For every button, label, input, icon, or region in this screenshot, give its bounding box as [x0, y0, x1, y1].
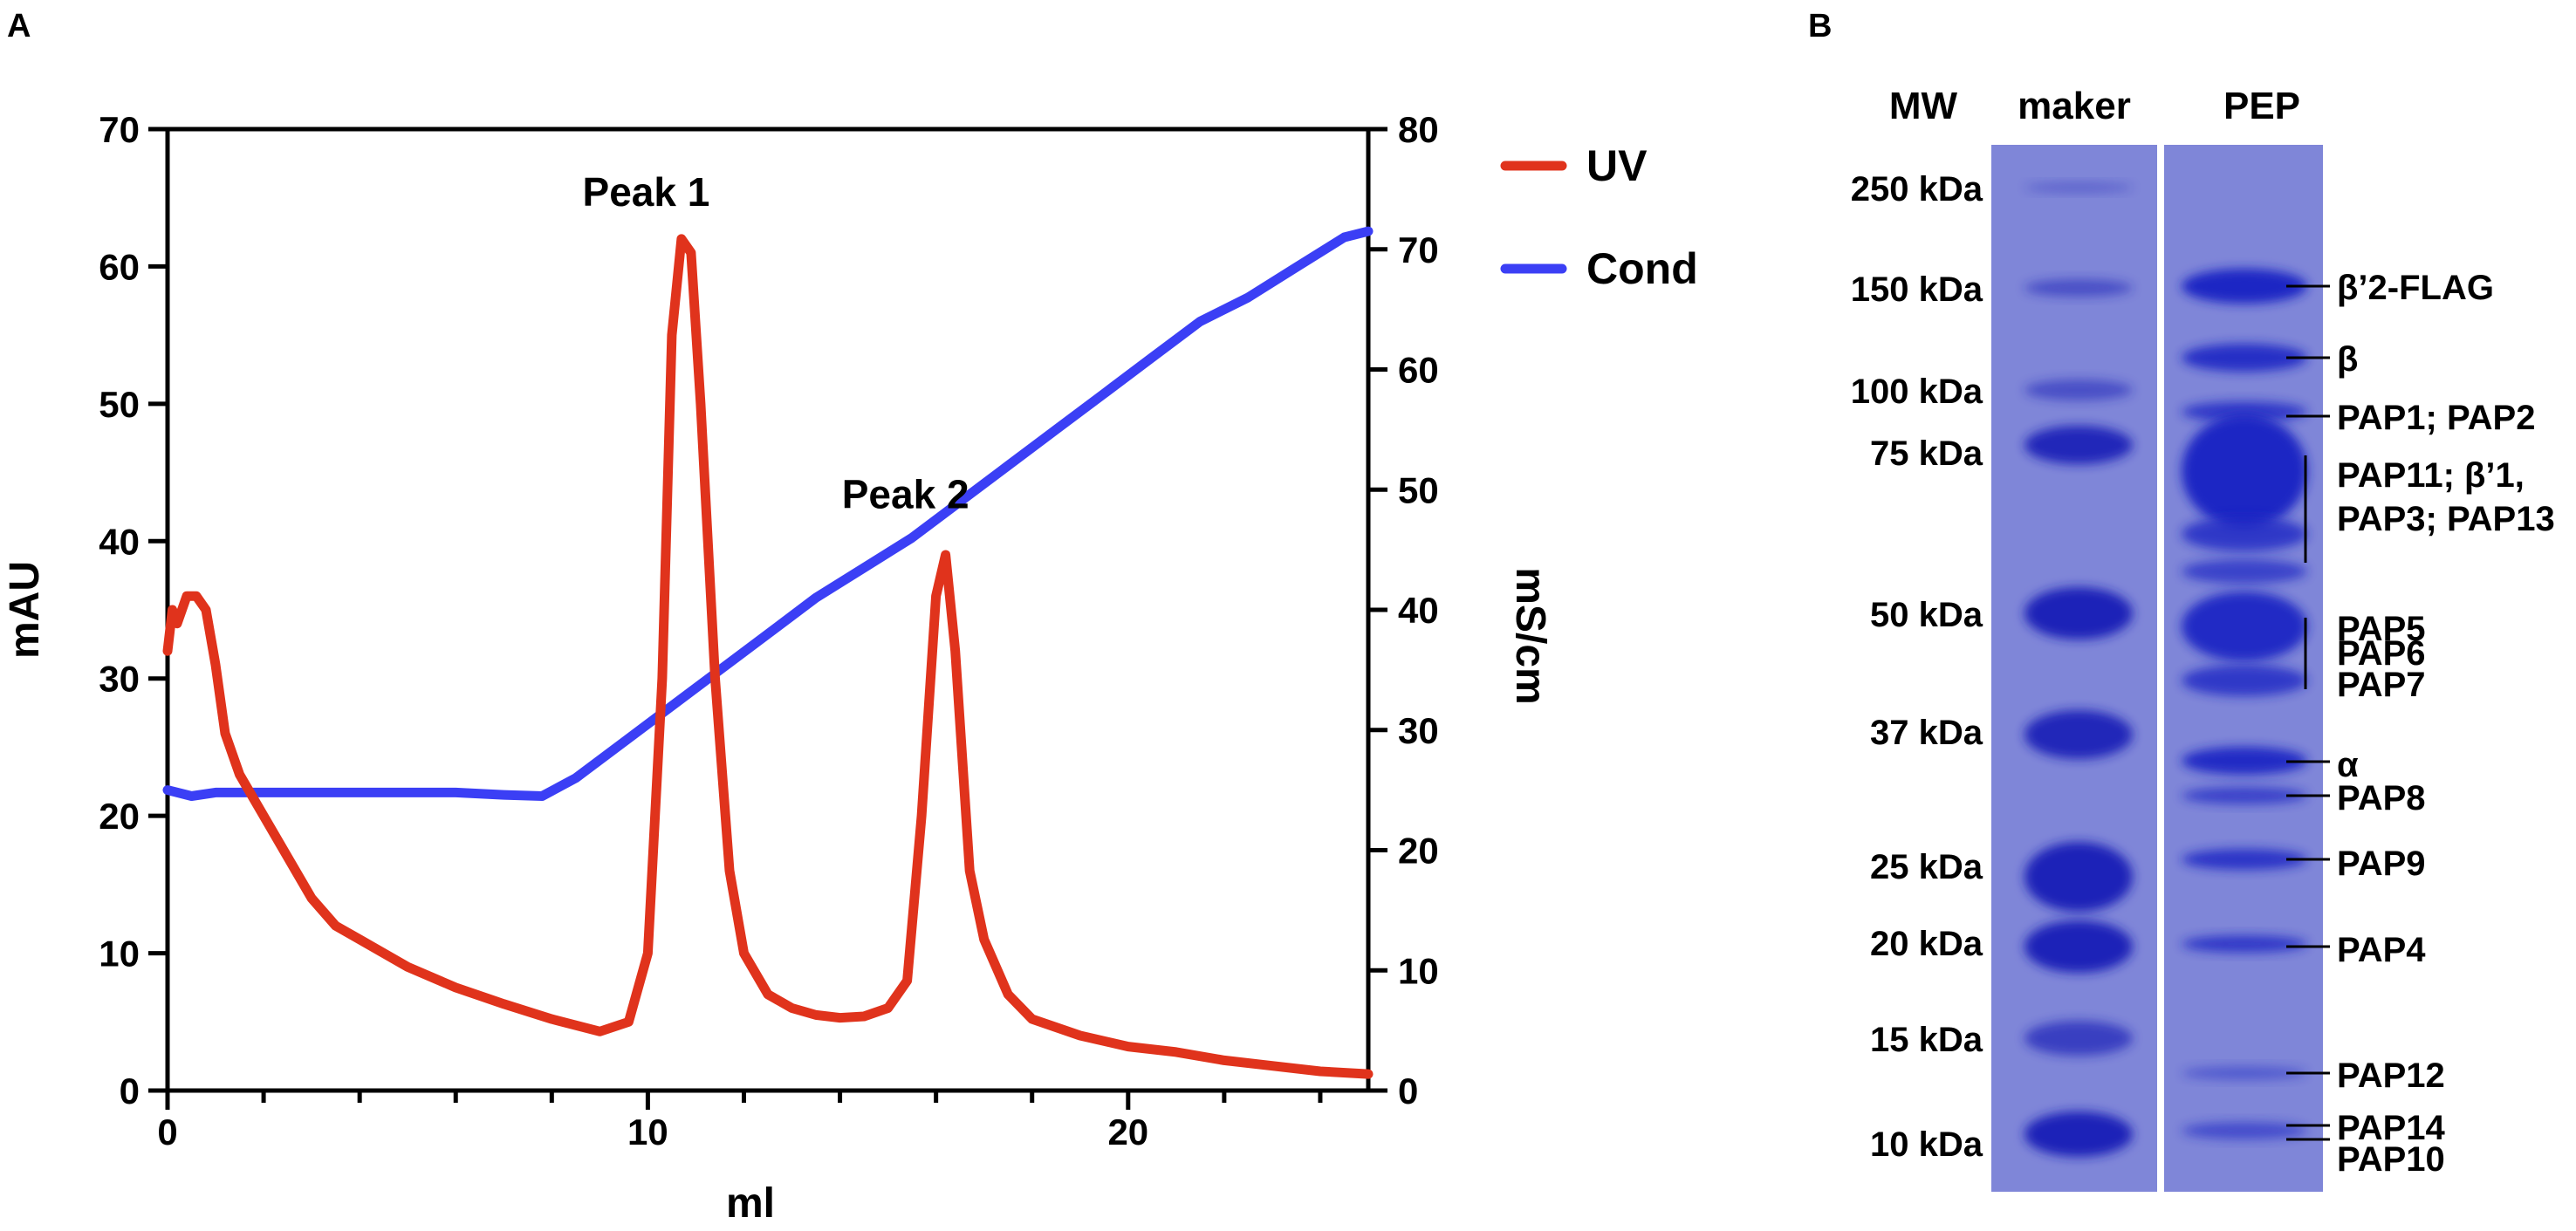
y-left-tick-label: 60: [99, 246, 140, 287]
marker-size-label: 100 kDa: [1851, 373, 1983, 411]
y-left-tick-label: 70: [99, 109, 140, 150]
pep-band: [2182, 269, 2307, 304]
pep-band: [2182, 787, 2307, 804]
marker-band: [2024, 1111, 2133, 1157]
marker-band: [2024, 920, 2133, 973]
marker-size-label: 50 kDa: [1870, 596, 1983, 634]
pep-band: [2182, 414, 2307, 528]
marker-band: [2024, 587, 2133, 639]
pep-band: [2182, 1122, 2307, 1139]
marker-size-label: 15 kDa: [1870, 1021, 1983, 1059]
y-right-tick-label: 10: [1398, 950, 1439, 991]
y-left-tick-label: 40: [99, 521, 140, 562]
marker-size-label: 10 kDa: [1870, 1125, 1983, 1164]
y-right-tick-label: 40: [1398, 590, 1439, 631]
marker-size-label: 25 kDa: [1870, 848, 1983, 886]
band-label: PAP5: [2337, 610, 2426, 648]
marker-band: [2024, 279, 2133, 297]
band-label: PAP4: [2337, 931, 2426, 969]
legend-label-cond: Cond: [1586, 244, 1698, 293]
band-label: α: [2337, 746, 2359, 784]
marker-band: [2024, 710, 2133, 759]
band-label: PAP12: [2337, 1057, 2445, 1095]
pep-band: [2182, 665, 2307, 696]
x-tick-label: 20: [1107, 1111, 1148, 1152]
marker-size-label: 250 kDa: [1851, 170, 1983, 209]
marker-band: [2024, 380, 2133, 400]
band-label: PAP3; PAP13: [2337, 500, 2555, 538]
y-right-tick-label: 20: [1398, 831, 1439, 872]
lane-header: PEP: [2223, 85, 2300, 127]
series-line-cond: [162, 226, 1374, 801]
pep-band: [2182, 1066, 2307, 1080]
band-label: PAP10: [2337, 1140, 2445, 1179]
pep-band: [2182, 401, 2307, 422]
marker-band: [2024, 426, 2133, 464]
y-left-axis-title: mAU: [2, 561, 48, 659]
band-label: PAP14: [2337, 1109, 2446, 1147]
lane-header: MW: [1889, 85, 1958, 127]
y-right-tick-label: 0: [1398, 1070, 1418, 1111]
peak-annotation: Peak 2: [842, 471, 969, 516]
series-line-uv: [162, 234, 1374, 1079]
y-right-tick-label: 70: [1398, 229, 1439, 270]
marker-size-label: 150 kDa: [1851, 270, 1983, 309]
x-axis-title: ml: [726, 1180, 775, 1227]
band-label: PAP11; β’1,: [2337, 456, 2525, 495]
lane-header: maker: [2018, 85, 2131, 127]
pep-band: [2182, 559, 2307, 584]
panel-b-label: B: [1808, 8, 1832, 44]
marker-band: [2024, 842, 2133, 912]
marker-size-label: 20 kDa: [1870, 925, 1983, 963]
band-label: PAP6: [2337, 634, 2426, 673]
y-left-tick-label: 30: [99, 659, 140, 700]
panel-a-label: A: [7, 8, 31, 44]
y-left-tick-label: 10: [99, 934, 140, 975]
pep-band: [2182, 344, 2307, 372]
pep-band: [2182, 516, 2307, 551]
x-tick-label: 10: [627, 1111, 668, 1152]
band-label: β’2-FLAG: [2337, 269, 2494, 307]
band-label: PAP8: [2337, 779, 2426, 817]
marker-size-label: 37 kDa: [1870, 714, 1983, 752]
y-left-tick-label: 50: [99, 384, 140, 425]
chromatogram-chart: 0 10 20 0 10 20 30 40 50 60 70 0 10 20 30 40 50 60 70 80 ml m…: [2, 109, 1698, 1227]
y-right-tick-label: 50: [1398, 469, 1439, 510]
y-right-axis-title: mS/cm: [1507, 567, 1553, 704]
peak-annotation: Peak 1: [583, 169, 710, 215]
sds-page-gel: MW maker PEP 250 kDa 150 kDa 100 kDa 75 kDa 50 …: [1851, 85, 2555, 1192]
pep-band: [2182, 747, 2307, 775]
band-label: PAP9: [2337, 845, 2426, 883]
pep-band: [2182, 935, 2307, 953]
y-right-tick-label: 60: [1398, 350, 1439, 391]
gel-background-maker-lane: [1991, 145, 2157, 1192]
x-tick-label: 0: [157, 1111, 177, 1152]
band-label: PAP7: [2337, 666, 2426, 704]
y-right-tick-label: 80: [1398, 109, 1439, 150]
legend-label-uv: UV: [1586, 141, 1648, 190]
y-right-tick-label: 30: [1398, 710, 1439, 751]
y-left-tick-label: 0: [120, 1070, 140, 1111]
lane-separator: [2157, 145, 2164, 1192]
band-label: PAP1; PAP2: [2337, 399, 2535, 437]
marker-band: [2024, 1021, 2133, 1056]
pep-band: [2182, 592, 2307, 661]
y-left-tick-label: 20: [99, 796, 140, 837]
marker-band: [2024, 182, 2133, 193]
band-label: β: [2337, 340, 2358, 379]
marker-size-label: 75 kDa: [1870, 434, 1983, 473]
pep-band: [2182, 849, 2307, 870]
